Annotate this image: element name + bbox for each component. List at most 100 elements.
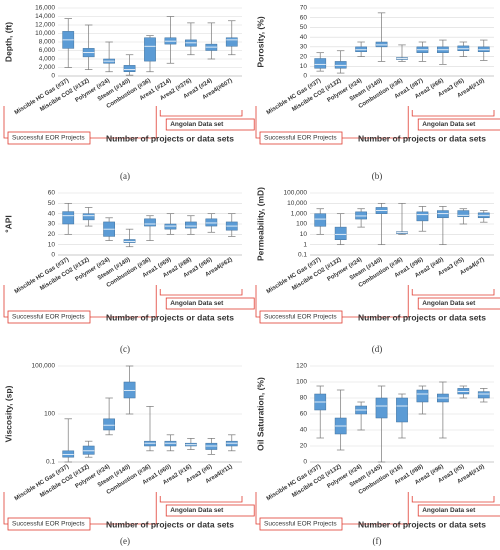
- box: [62, 211, 75, 225]
- group-box: [417, 297, 500, 310]
- box: [375, 397, 388, 419]
- y-axis-label: Porosity, (%): [255, 16, 265, 67]
- y-tick-label: 4,000: [39, 56, 56, 63]
- x-axis-label: Number of projects or data sets: [358, 312, 486, 322]
- y-tick-label: 60: [300, 411, 308, 418]
- y-tick-label: 1,000: [291, 210, 308, 217]
- group-label: Angolan Data set: [170, 121, 224, 128]
- box: [225, 37, 238, 47]
- y-tick-label: 20: [300, 53, 308, 60]
- y-tick-label: 12,000: [35, 22, 55, 29]
- y-tick-label: 50: [48, 200, 56, 207]
- group-bracket: [411, 110, 495, 117]
- y-axis-label: Viscosity, (sp): [3, 385, 13, 442]
- y-tick-label: 20: [48, 231, 56, 238]
- y-tick-label: 0.1: [298, 252, 307, 259]
- box: [416, 389, 429, 403]
- y-axis-label: Permeability, (mD): [255, 187, 265, 261]
- box: [334, 226, 347, 240]
- group-bracket: [159, 110, 243, 117]
- y-tick-label: 6,000: [39, 47, 56, 54]
- y-tick-label: 14,000: [35, 13, 55, 20]
- box: [82, 445, 95, 455]
- y-tick-label: 120: [296, 363, 307, 370]
- group-box: [259, 131, 343, 145]
- y-tick-label: 2,000: [39, 64, 56, 71]
- box: [314, 58, 327, 69]
- group-box: [259, 310, 343, 324]
- x-axis-label: Number of projects or data sets: [358, 519, 486, 529]
- box: [103, 418, 115, 431]
- box: [375, 41, 388, 48]
- y-axis-label: °API: [3, 215, 13, 233]
- box: [185, 221, 197, 229]
- caption: (f): [373, 536, 382, 546]
- group-label: Successful EOR Projects: [264, 135, 337, 142]
- y-tick-label: 1: [303, 241, 307, 248]
- caption: (c): [120, 344, 130, 354]
- box: [164, 223, 177, 230]
- y-tick-label: 0: [303, 73, 307, 80]
- box: [144, 440, 156, 447]
- y-tick-label: 60: [48, 190, 56, 197]
- y-tick-label: 40: [300, 34, 308, 41]
- box: [164, 440, 177, 447]
- y-tick-label: 0: [51, 73, 55, 80]
- y-tick-label: 70: [300, 5, 308, 12]
- box: [314, 213, 327, 227]
- group-box: [165, 118, 255, 131]
- y-tick-label: 20: [300, 443, 308, 450]
- group-label: Successful EOR Projects: [264, 521, 337, 528]
- box: [144, 37, 156, 62]
- box: [123, 239, 136, 243]
- y-tick-label: 30: [300, 44, 308, 51]
- group-box: [165, 504, 255, 517]
- y-tick-label: 8,000: [39, 39, 56, 46]
- y-tick-label: 40: [48, 210, 56, 217]
- y-tick-label: 100: [44, 411, 55, 418]
- group-bracket: [411, 496, 495, 503]
- group-label: Angolan Data set: [422, 300, 476, 307]
- box: [225, 440, 238, 447]
- x-axis-label: Number of projects or data sets: [106, 519, 234, 529]
- group-bracket: [159, 496, 243, 503]
- y-tick-label: 0: [303, 459, 307, 466]
- box: [334, 61, 347, 69]
- group-box: [7, 517, 91, 531]
- box: [477, 46, 490, 52]
- y-tick-label: 50: [300, 24, 308, 31]
- y-tick-label: 80: [300, 395, 308, 402]
- y-tick-label: 10,000: [35, 30, 55, 37]
- y-tick-label: 100: [296, 379, 307, 386]
- group-label: Angolan Data set: [422, 121, 476, 128]
- box: [457, 45, 470, 51]
- caption: (b): [372, 171, 383, 181]
- group-box: [417, 118, 500, 131]
- y-tick-label: 10: [300, 231, 308, 238]
- box: [437, 210, 449, 219]
- x-axis-label: Number of projects or data sets: [106, 312, 234, 322]
- group-bracket: [411, 289, 495, 296]
- x-axis-label: Number of projects or data sets: [358, 133, 486, 143]
- box: [355, 46, 367, 52]
- box: [416, 211, 429, 222]
- box: [123, 65, 136, 72]
- group-label: Successful EOR Projects: [12, 314, 85, 321]
- y-tick-label: 0: [51, 252, 55, 259]
- y-tick-label: 10,000: [287, 200, 307, 207]
- y-tick-label: 0.1: [46, 459, 55, 466]
- caption: (d): [372, 344, 383, 354]
- group-label: Successful EOR Projects: [12, 521, 85, 528]
- y-tick-label: 10: [48, 241, 56, 248]
- y-axis-label: Depth, (ft): [3, 22, 13, 62]
- group-box: [7, 131, 91, 145]
- x-axis-label: Number of projects or data sets: [106, 133, 234, 143]
- group-box: [417, 504, 500, 517]
- y-axis-label: Oil Saturation, (%): [255, 377, 265, 451]
- caption: (a): [120, 171, 130, 181]
- y-tick-label: 100: [296, 221, 307, 228]
- box: [477, 391, 490, 399]
- box: [355, 211, 367, 220]
- box: [457, 210, 470, 218]
